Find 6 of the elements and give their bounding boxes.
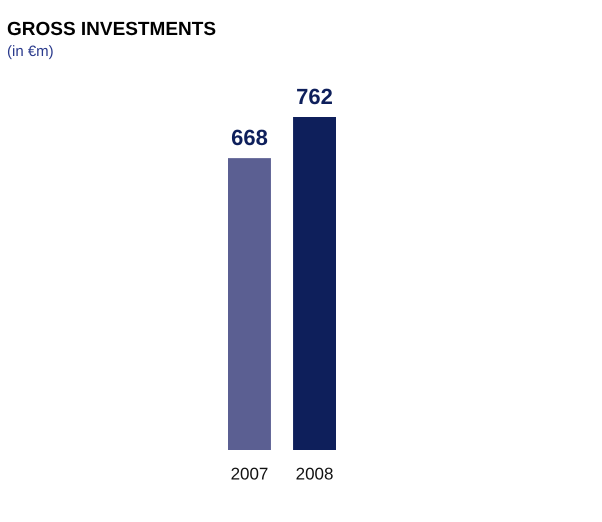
x-tick-label: 2008 bbox=[296, 464, 334, 484]
chart-title: GROSS INVESTMENTS bbox=[7, 19, 216, 40]
text: (in €m) bbox=[7, 43, 54, 60]
data-label: 762 bbox=[296, 84, 333, 109]
data-label: 668 bbox=[231, 125, 268, 150]
x-tick-label: 2007 bbox=[230, 464, 268, 484]
